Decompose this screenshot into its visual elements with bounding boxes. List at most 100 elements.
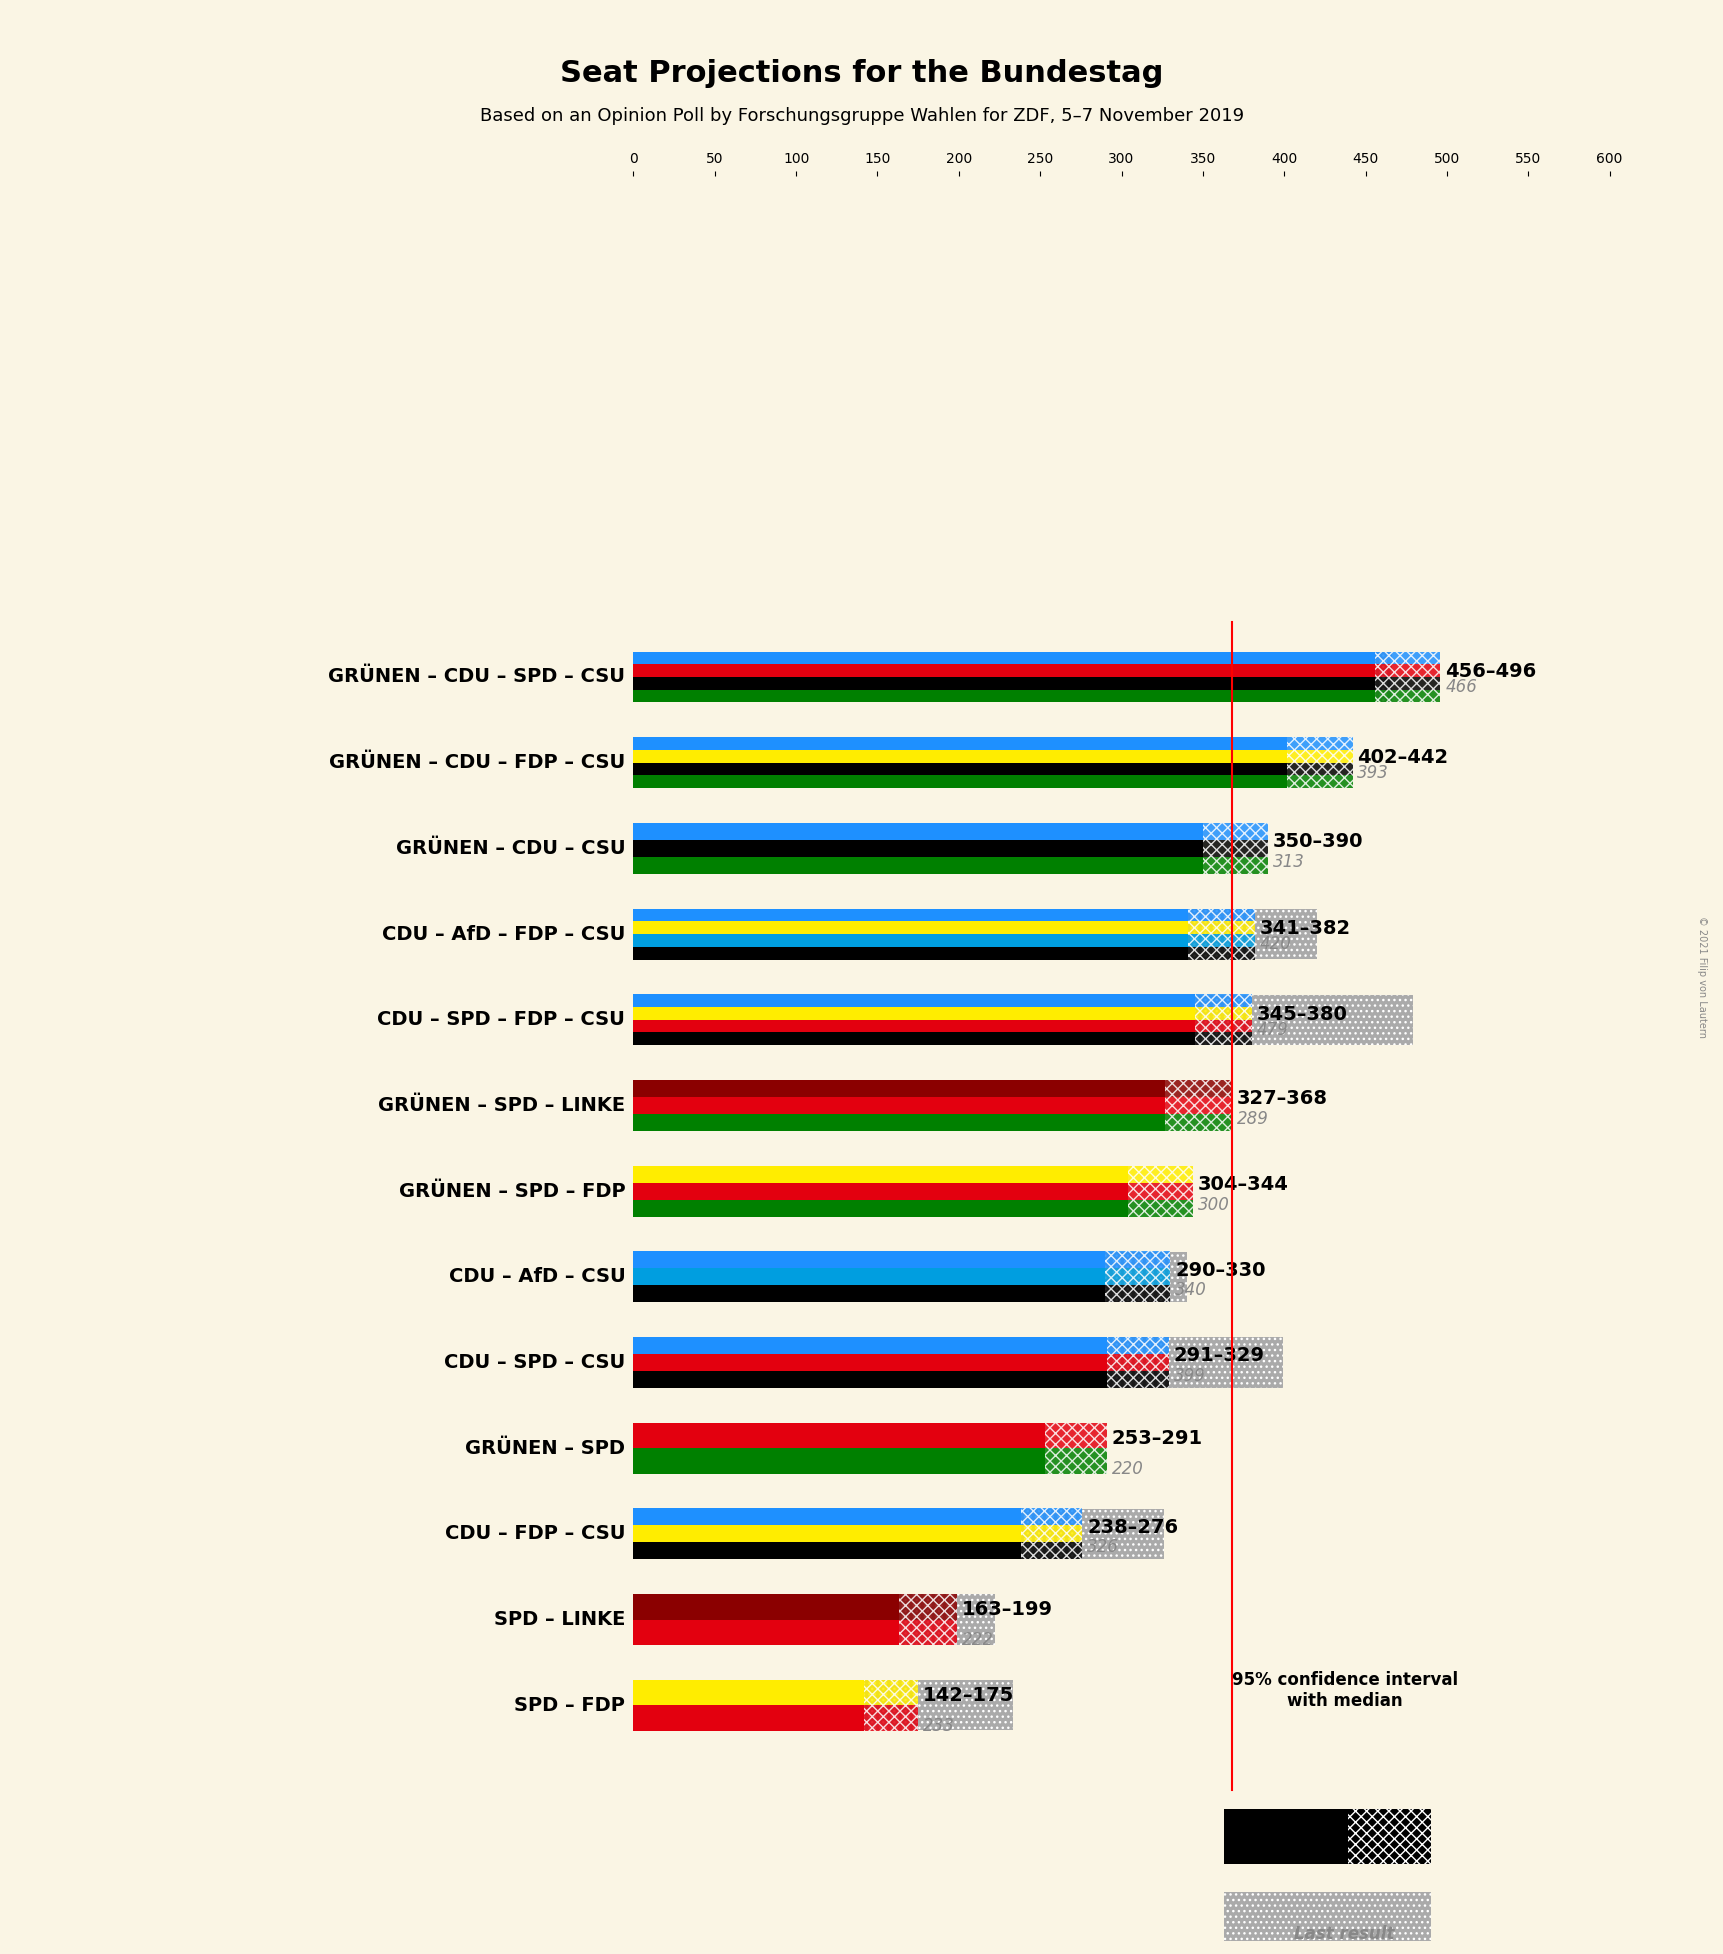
Bar [632,1594,898,1620]
Text: 350–390: 350–390 [1272,832,1363,852]
Text: 466: 466 [1444,678,1477,696]
Bar [632,1032,1194,1045]
Text: CDU – SPD – FDP – CSU: CDU – SPD – FDP – CSU [377,1010,625,1030]
Text: © 2021 Filip von Lautern: © 2021 Filip von Lautern [1695,916,1706,1038]
Bar [1194,1032,1251,1045]
Bar [1203,840,1266,858]
Text: Seat Projections for the Bundestag: Seat Projections for the Bundestag [560,59,1163,88]
Bar [632,858,1203,873]
Bar [632,1508,1163,1559]
Bar [1044,1448,1106,1473]
Bar [632,1354,1106,1372]
Text: SPD – FDP: SPD – FDP [513,1696,625,1716]
Bar [1165,1096,1232,1114]
Bar [632,1096,1165,1114]
Text: 290–330: 290–330 [1175,1260,1265,1280]
Bar [1165,1114,1232,1131]
Bar [632,664,1375,676]
Bar [632,840,1203,858]
Bar [1375,664,1440,676]
Text: 304–344: 304–344 [1197,1174,1289,1194]
Bar [632,750,1287,762]
Text: CDU – SPD – CSU: CDU – SPD – CSU [445,1352,625,1372]
Text: 345–380: 345–380 [1256,1004,1347,1024]
Text: 142–175: 142–175 [922,1686,1013,1704]
Text: 393: 393 [1356,764,1389,782]
Bar [1187,934,1254,948]
Bar [898,1594,956,1620]
Bar [632,909,1316,959]
Bar [1375,651,1440,664]
Bar [1127,1167,1192,1182]
Text: GRÜNEN – SPD – LINKE: GRÜNEN – SPD – LINKE [377,1096,625,1116]
Bar [1127,1200,1192,1217]
Bar [632,1337,1282,1387]
Text: CDU – FDP – CSU: CDU – FDP – CSU [445,1524,625,1544]
Bar [1194,1006,1251,1020]
Text: Last result: Last result [1294,1925,1394,1942]
Bar [632,909,1187,922]
Text: CDU – AfD – CSU: CDU – AfD – CSU [448,1268,625,1286]
Bar [632,995,1411,1045]
Text: 163–199: 163–199 [961,1600,1053,1620]
Bar [632,1337,1106,1354]
Bar [1020,1508,1082,1526]
Bar [1347,1809,1430,1864]
Text: Based on an Opinion Poll by Forschungsgruppe Wahlen for ZDF, 5–7 November 2019: Based on an Opinion Poll by Forschungsgr… [479,107,1244,125]
Text: 253–291: 253–291 [1111,1428,1203,1448]
Bar [1375,690,1440,701]
Bar [632,1423,991,1473]
Text: 95% confidence interval
with median: 95% confidence interval with median [1230,1671,1458,1710]
Text: 326: 326 [1087,1538,1118,1557]
Bar [898,1620,956,1645]
Bar [632,1182,1127,1200]
Bar [632,995,1194,1006]
Bar [632,1020,1194,1032]
Bar [632,1423,1044,1448]
Bar [1203,858,1266,873]
Bar [632,823,1203,840]
Bar [1106,1372,1168,1387]
Bar [632,922,1187,934]
Bar [632,1114,1165,1131]
Text: 220: 220 [1111,1460,1142,1477]
Bar [632,737,1272,787]
Text: 238–276: 238–276 [1087,1518,1179,1536]
Bar [632,776,1287,787]
Bar [1223,1891,1430,1942]
Bar [863,1680,918,1706]
Bar [632,1594,994,1645]
Bar [632,1006,1194,1020]
Bar [632,690,1375,701]
Bar [1194,995,1251,1006]
Bar [632,1706,863,1731]
Bar [632,1526,1020,1542]
Bar [632,1542,1020,1559]
Bar [1020,1542,1082,1559]
Bar [1127,1182,1192,1200]
Bar [632,823,1142,873]
Text: GRÜNEN – CDU – SPD – CSU: GRÜNEN – CDU – SPD – CSU [327,668,625,686]
Bar [632,1448,1044,1473]
Bar [632,1680,1011,1731]
Bar [632,1508,1020,1526]
Bar [632,1372,1106,1387]
Text: 327–368: 327–368 [1237,1088,1327,1108]
Bar [632,651,1375,664]
Text: GRÜNEN – SPD – FDP: GRÜNEN – SPD – FDP [398,1182,625,1200]
Bar [632,1200,1127,1217]
Text: 313: 313 [1272,854,1304,871]
Bar [1287,762,1353,776]
Text: 479: 479 [1256,1020,1287,1040]
Bar [1375,676,1440,690]
Text: 341–382: 341–382 [1260,920,1351,938]
Bar [632,737,1287,750]
Bar [632,676,1375,690]
Text: 420: 420 [1260,936,1291,954]
Bar [632,1680,863,1706]
Bar [632,948,1187,959]
Bar [1104,1286,1170,1301]
Bar [632,1081,1165,1096]
Text: 233: 233 [922,1718,955,1735]
Bar [1187,909,1254,922]
